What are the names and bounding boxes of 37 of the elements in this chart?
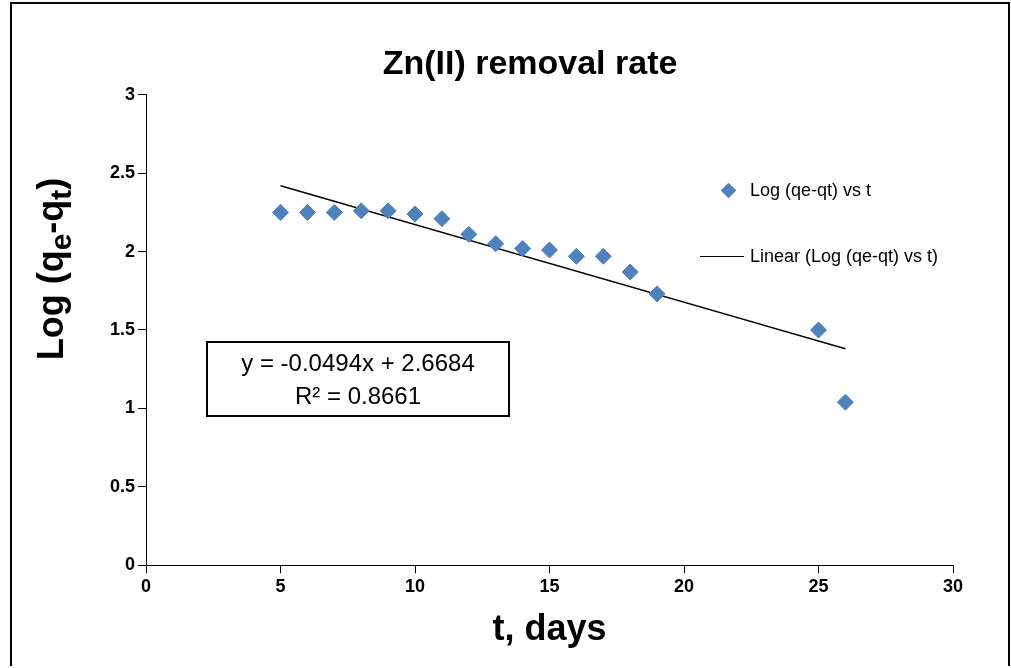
annotation: y = -0.0494x + 2.6684 [241, 349, 475, 376]
point [298, 203, 316, 221]
annotation: R² = 0.8661 [294, 382, 422, 409]
point [514, 239, 532, 257]
y-tick-label: 0.5 [109, 475, 136, 496]
point [648, 285, 666, 303]
y-tick-label: 3 [125, 83, 136, 104]
point [433, 210, 451, 228]
y-tick-label: 2.5 [109, 162, 136, 183]
x-axis-title: t, days [492, 607, 607, 649]
point [487, 235, 505, 253]
y-tick-label: 1 [125, 397, 136, 418]
chart-title: Zn(II) removal rate [382, 42, 678, 81]
y-tick-label: 2 [125, 240, 136, 261]
point [272, 203, 290, 221]
x-tick-label: 5 [275, 575, 286, 596]
point [567, 247, 585, 265]
point [836, 393, 854, 411]
point [621, 263, 639, 281]
point [352, 202, 370, 220]
point [594, 247, 612, 265]
x-tick-label: 25 [808, 575, 829, 596]
point [406, 205, 424, 223]
x-tick-label: 15 [539, 575, 560, 596]
point [379, 202, 397, 220]
x-tick-label: 0 [141, 575, 152, 596]
point [810, 321, 827, 339]
x-tick-label: 30 [942, 575, 964, 596]
legend-label: Linear (Log (qe-qt) vs t) [750, 245, 939, 267]
point [325, 203, 343, 221]
y-tick-label: 1.5 [109, 318, 136, 339]
x-tick-label: 20 [673, 575, 695, 596]
point [541, 241, 559, 259]
x-tick-label: 10 [405, 575, 426, 596]
legend-label: Log (qe-qt) vs t [750, 179, 872, 201]
y-tick-label: 0 [125, 554, 136, 575]
point [460, 225, 478, 243]
